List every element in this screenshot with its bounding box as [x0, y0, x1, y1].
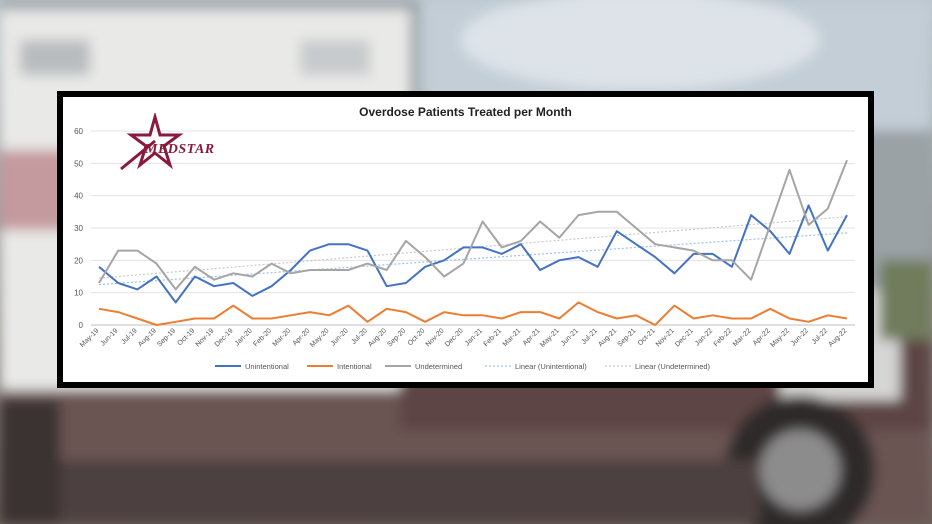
chart-frame: 0 10 20 30 40 50 60 May-19 Jun-19 Jul-19 Aug-19 Sep… — [57, 91, 874, 388]
x-tick-label: Jun-22 — [790, 327, 810, 347]
x-tick-label: Sep-20 — [386, 327, 407, 348]
x-tick-label: Feb-22 — [713, 327, 734, 348]
x-tick-label: Sep-21 — [617, 327, 638, 348]
x-tick-label: Jan-20 — [234, 327, 254, 347]
x-tick-label: Mar-21 — [502, 327, 523, 348]
star-logo-icon — [120, 113, 184, 171]
x-tick-label: Jun-21 — [560, 327, 580, 347]
x-tick-label: Oct-21 — [637, 327, 657, 347]
x-tick-label: Feb-21 — [483, 327, 504, 348]
x-tick-label: Oct-19 — [177, 327, 197, 347]
x-tick-label: Dec-20 — [444, 327, 465, 348]
x-tick-label: May-19 — [79, 327, 101, 349]
chart-title: Overdose Patients Treated per Month — [359, 105, 572, 119]
y-tick-label: 40 — [74, 192, 83, 201]
legend-label: Linear (Unintentional) — [515, 362, 587, 371]
x-tick-label: Nov-21 — [655, 327, 676, 348]
medstar-logo: MEDSTAR — [115, 113, 225, 175]
legend-label: Linear (Undetermined) — [635, 362, 711, 371]
x-tick-label: Aug-21 — [597, 327, 618, 348]
x-tick-label: Jun-19 — [100, 327, 120, 347]
y-tick-label: 60 — [74, 127, 83, 136]
series-line-unintentional — [98, 204, 848, 304]
x-tick-label: Sep-19 — [156, 327, 177, 348]
x-tick-label: Oct-20 — [407, 327, 427, 347]
x-tick-label: Nov-19 — [195, 327, 216, 348]
chart-panel: 0 10 20 30 40 50 60 May-19 Jun-19 Jul-19 Aug-19 Sep… — [63, 97, 868, 382]
x-tick-label: Mar-20 — [272, 327, 293, 348]
x-tick-label: Aug-19 — [137, 327, 158, 348]
x-tick-label: May-20 — [309, 327, 331, 349]
x-tick-label: Mar-22 — [732, 327, 753, 348]
series-line-undetermined — [98, 159, 848, 291]
legend-label: Intentional — [337, 362, 372, 371]
x-tick-label: May-22 — [769, 327, 791, 349]
x-tick-label: May-21 — [539, 327, 561, 349]
series-line-intentional — [98, 301, 848, 326]
logo-text: MEDSTAR — [145, 142, 215, 157]
y-tick-label: 50 — [74, 159, 83, 168]
x-tick-label: Aug-20 — [367, 327, 388, 348]
x-tick-label: Jun-20 — [330, 327, 350, 347]
x-tick-label: Aug-22 — [827, 327, 848, 348]
x-tick-label: Feb-20 — [252, 327, 273, 348]
x-tick-label: Jan-22 — [694, 327, 714, 347]
legend-label: Unintentional — [245, 362, 289, 371]
y-tick-label: 20 — [74, 256, 83, 265]
legend-label: Undetermined — [415, 362, 462, 371]
x-tick-label: Jan-21 — [464, 327, 484, 347]
x-tick-label: Dec-21 — [674, 327, 695, 348]
y-tick-label: 0 — [79, 321, 84, 330]
trendline — [98, 216, 848, 279]
y-tick-label: 30 — [74, 224, 83, 233]
y-tick-label: 10 — [74, 289, 83, 298]
x-tick-label: Nov-20 — [425, 327, 446, 348]
logo-subtext — [145, 158, 146, 163]
x-tick-label: Dec-19 — [214, 327, 235, 348]
